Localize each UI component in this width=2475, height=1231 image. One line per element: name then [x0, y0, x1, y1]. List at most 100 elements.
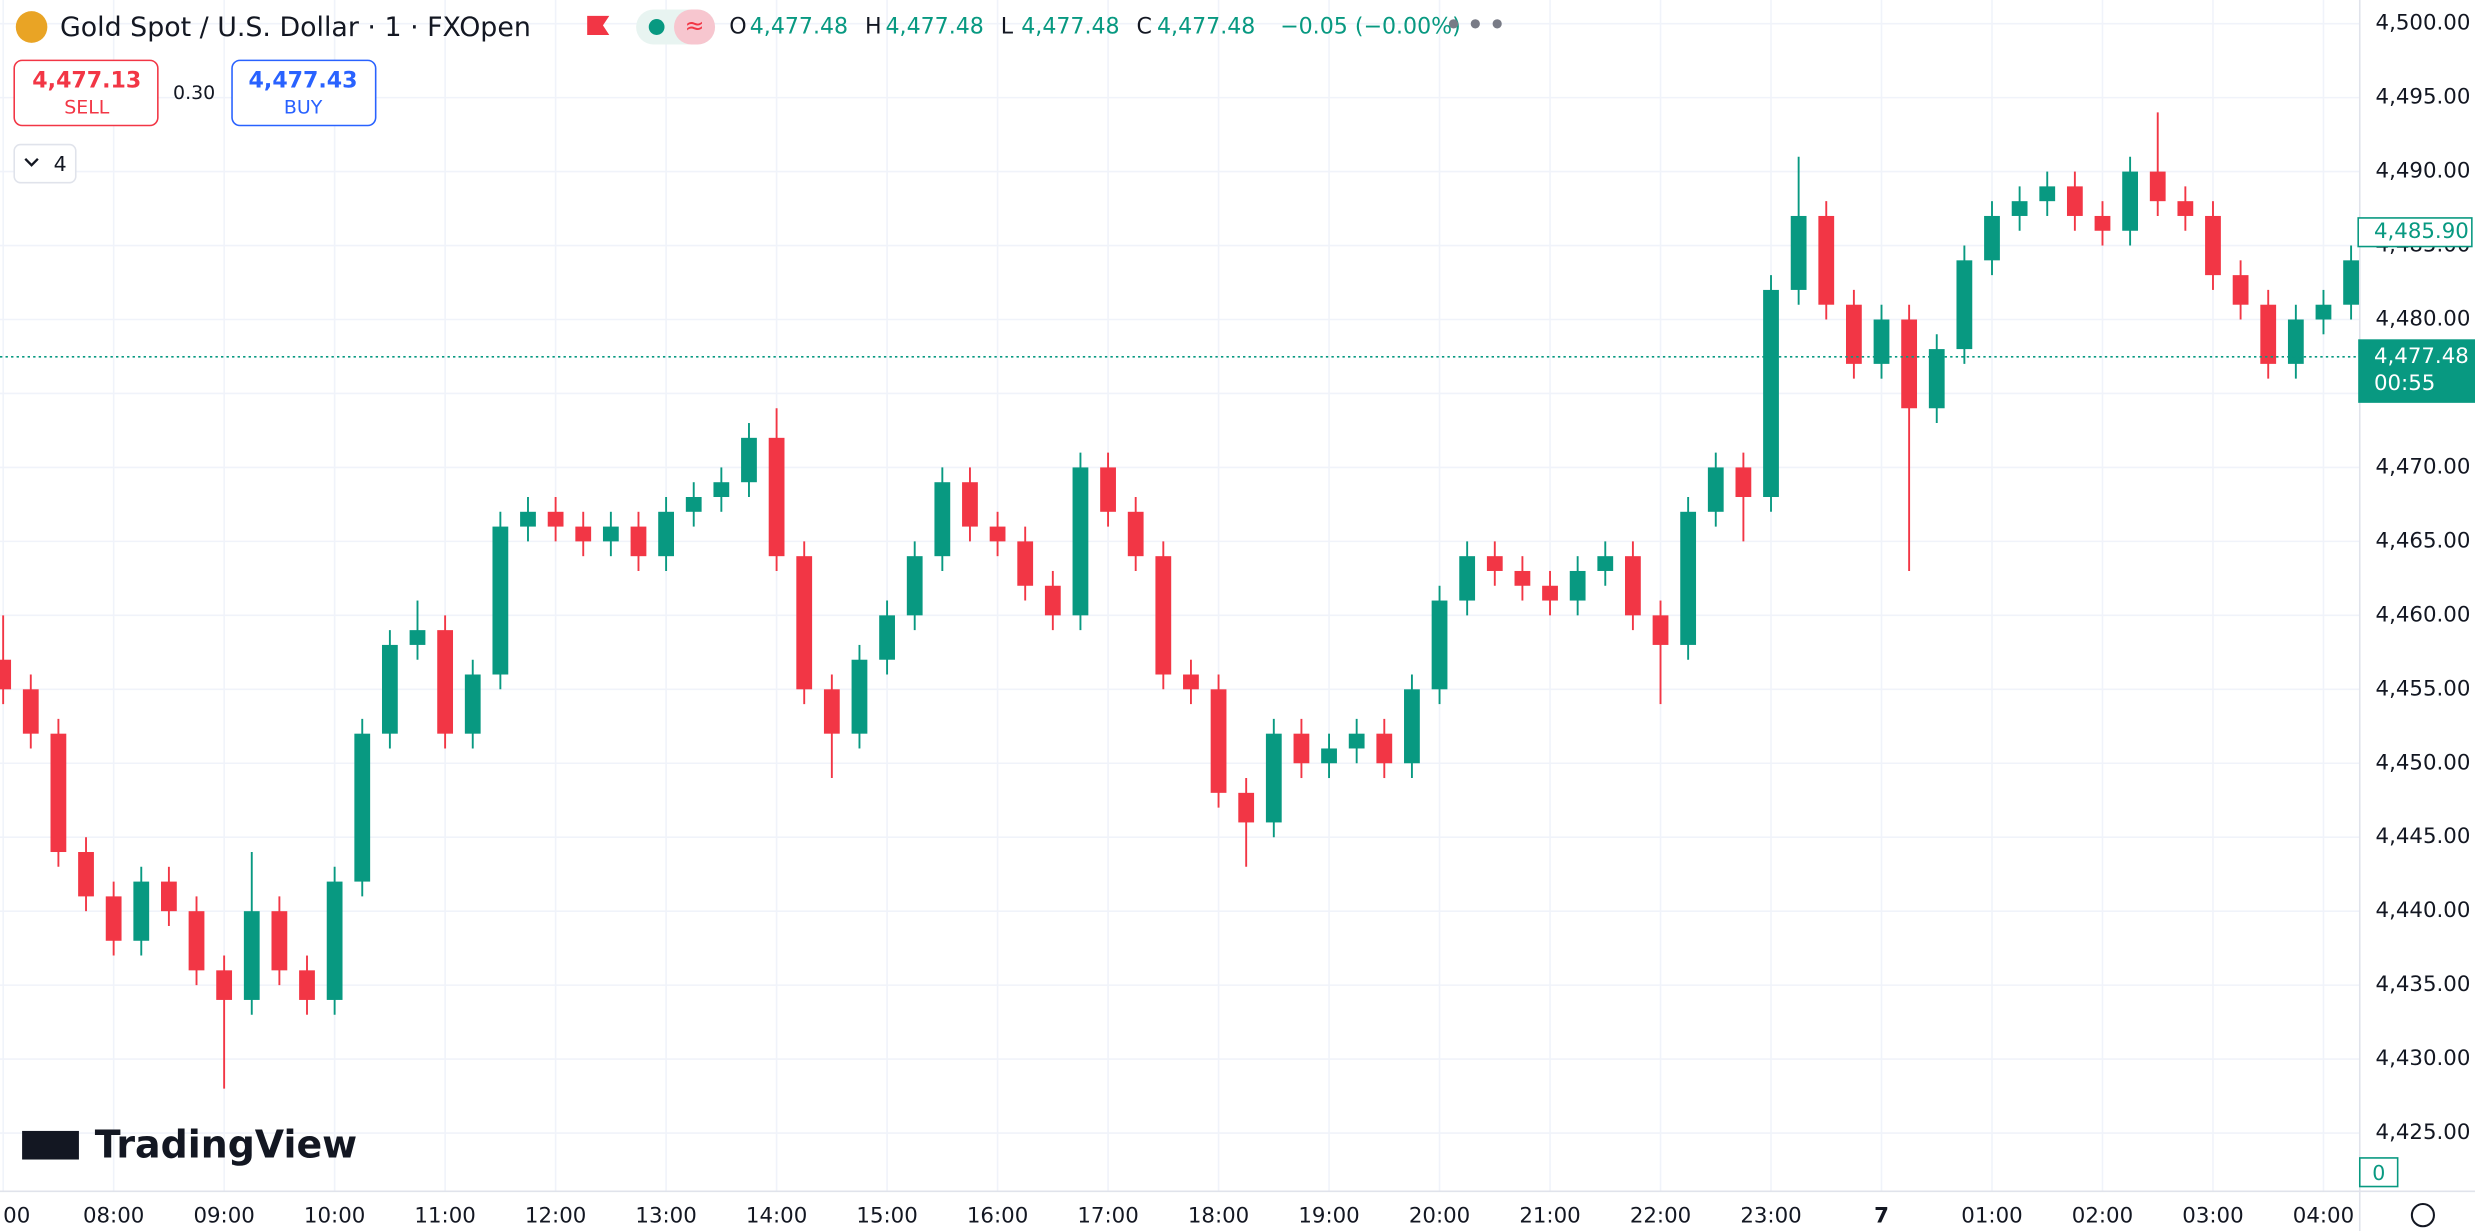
ohlc-value: 4,477.48 [1021, 13, 1119, 39]
candle-body [1652, 615, 1669, 645]
countdown: 00:55 [2374, 371, 2435, 396]
x-tick-label: 12:00 [525, 1204, 586, 1229]
candle-body [326, 881, 343, 1000]
buy-button[interactable] [231, 59, 377, 127]
last-price-badge [2358, 339, 2475, 403]
x-tick-label: 23:00 [1740, 1204, 1801, 1229]
x-tick-label: 18:00 [1188, 1204, 1249, 1229]
candle-body [1680, 511, 1697, 645]
delay-pill [673, 9, 716, 45]
candle-body [1735, 467, 1752, 498]
candle-body [685, 497, 702, 512]
x-tick-label: 20:00 [1409, 1204, 1470, 1229]
candle-body [50, 733, 67, 853]
candle-body [768, 437, 785, 557]
x-tick-label: 08:00 [83, 1204, 144, 1229]
delay-icon: ≈ [685, 11, 705, 39]
candle-body [906, 556, 923, 616]
candle-body [713, 482, 730, 498]
x-tick-label: 02:00 [2072, 1204, 2133, 1229]
candle-body [492, 526, 509, 675]
candle-body [1348, 733, 1365, 749]
ohlc-legend: O 4,477.48 H 4,477.48 L 4,477.48 C 4,477.48 −0.0… [729, 13, 1460, 39]
candle-body [879, 615, 895, 660]
x-tick-label: 15:00 [856, 1204, 917, 1229]
candle-body [2343, 260, 2359, 305]
buy-label: BUY [284, 96, 323, 118]
symbol-title[interactable]: Gold Spot / U.S. Dollar · 1 · FXOpen [60, 12, 531, 43]
candle-body [1155, 556, 1172, 675]
candle-body [354, 733, 371, 882]
candle-body [271, 911, 288, 971]
y-tick-label: 4,445.00 [2376, 824, 2471, 849]
candle-body [1127, 511, 1144, 557]
candle-body [1210, 689, 1227, 793]
candle-body [1790, 215, 1807, 290]
candle-body [437, 630, 454, 734]
ohlc-value: 4,477.48 [1157, 13, 1255, 39]
y-tick-label: 4,430.00 [2376, 1046, 2471, 1071]
chevron [24, 157, 39, 167]
ohlc-change: −0.05 (−0.00%) [1280, 13, 1461, 39]
candle-body [989, 526, 1006, 542]
candle-body [299, 970, 315, 1000]
candle-body [409, 630, 426, 645]
candle-body [1376, 733, 1393, 764]
candle-body [1238, 792, 1255, 823]
sell-label: SELL [64, 96, 110, 118]
y-tick-label: 4,450.00 [2376, 750, 2471, 775]
ohlc-key: H [865, 13, 882, 39]
plot-area [0, 112, 2360, 1089]
candle-body [1707, 467, 1724, 512]
header: Gold Spot / U.S. Dollar · 1 · FXOpen ≈ O… [13, 8, 2435, 1228]
ohlc-key: L [1001, 13, 1014, 39]
candle-body [1265, 733, 1282, 823]
candle-body [1486, 556, 1503, 571]
candle-body [1818, 215, 1835, 305]
candle-body [2122, 171, 2139, 231]
y-tick-label: 4,480.00 [2376, 306, 2471, 331]
candle-body [1625, 556, 1641, 616]
brand: TradingView [95, 1122, 357, 1166]
candle-body [1956, 260, 1973, 350]
candle-body [1901, 319, 1918, 409]
candle-body [105, 896, 122, 941]
candle-body [851, 659, 868, 734]
spread: 0.30 [173, 82, 215, 104]
candle-body [741, 437, 757, 483]
x-tick-label: 01:00 [1961, 1204, 2022, 1229]
candle-body [1321, 748, 1337, 764]
candle-body [520, 511, 536, 527]
candle-body [1183, 674, 1199, 690]
settings-button[interactable] [2410, 1202, 2435, 1228]
x-tick-label: 7 [1874, 1204, 1889, 1229]
indicators-toggle[interactable] [13, 143, 77, 184]
candle-body [796, 556, 813, 690]
candle-body [161, 881, 177, 912]
ohlc-value: 4,477.48 [886, 13, 984, 39]
candle-body [962, 482, 978, 527]
flag[interactable] [587, 15, 610, 35]
candle-body [658, 511, 674, 557]
buy-price: 4,477.43 [249, 67, 358, 93]
candle-body [630, 526, 647, 557]
x-tick-label: 21:00 [1519, 1204, 1580, 1229]
candle-body [1542, 585, 1558, 601]
ohlc-value: 4,477.48 [750, 13, 848, 39]
candle-body [1597, 556, 1614, 571]
candle-body [1044, 585, 1061, 616]
candle-body [1072, 467, 1089, 616]
more-button[interactable]: ••• [1444, 8, 1509, 44]
brand-logo [22, 1130, 79, 1160]
candle-body [2260, 304, 2277, 364]
y-tick-label: 4,435.00 [2376, 972, 2471, 997]
candle-body [1514, 570, 1531, 586]
x-tick-label: 13:00 [635, 1204, 696, 1229]
candle-body [133, 881, 150, 941]
last-price-label: 4,477.48 [2374, 344, 2469, 369]
x-tick-label: 17:00 [1077, 1204, 1138, 1229]
candle-body [2011, 201, 2028, 216]
volume-badge [2358, 1157, 2399, 1188]
sell-button[interactable] [13, 59, 159, 127]
